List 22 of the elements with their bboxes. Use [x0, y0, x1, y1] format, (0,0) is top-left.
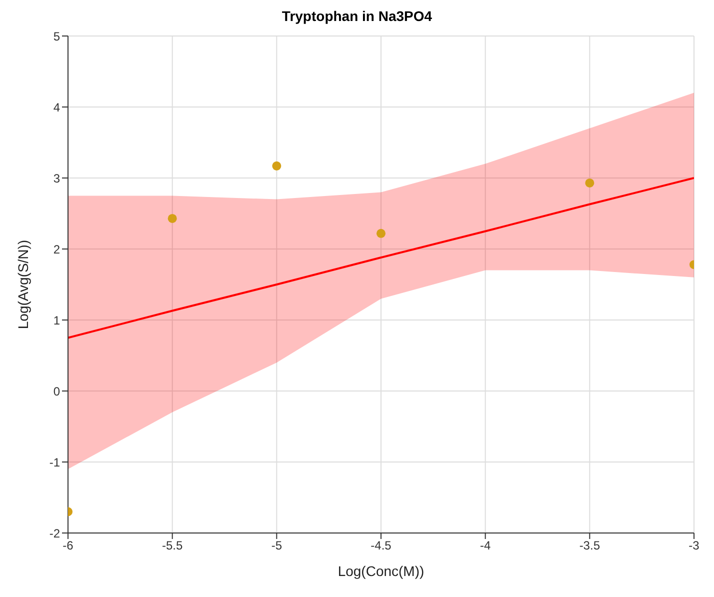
x-tick-label: -5.5	[162, 538, 183, 553]
y-tick-label: 4	[53, 100, 60, 114]
x-tick-label: -3	[688, 538, 700, 553]
y-tick-label: -2	[49, 526, 60, 540]
x-axis-title: Log(Conc(M))	[338, 563, 424, 579]
y-tick-label: 0	[53, 384, 60, 398]
y-axis-title: Log(Avg(S/N))	[14, 240, 31, 330]
line-series	[68, 177, 694, 339]
y-tick-label: 2	[53, 242, 60, 256]
chart-title: Tryptophan in Na3PO4	[280, 8, 434, 26]
y-tick-label: -1	[49, 455, 60, 470]
x-tick-label: -6	[62, 538, 74, 553]
x-tick-label: -5	[271, 538, 282, 553]
x-tick-label: -4	[480, 538, 491, 553]
point	[376, 228, 386, 238]
y-tick-label: 1	[53, 313, 60, 328]
x-tick-label: -4.5	[370, 538, 392, 553]
x-tick-label: -3.5	[579, 538, 600, 553]
point	[272, 161, 282, 170]
y-tick-label: 5	[53, 29, 60, 44]
point	[168, 214, 177, 223]
y-tick-label: 3	[53, 171, 60, 186]
